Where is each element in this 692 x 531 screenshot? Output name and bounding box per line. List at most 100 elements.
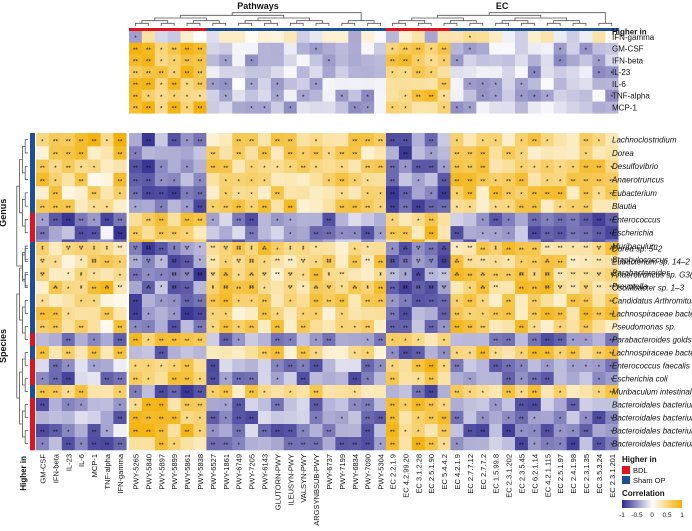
genus-pathway-sig-5-19: * [379, 205, 382, 212]
genus-cyto-cell-1-3 [74, 146, 88, 160]
top-pathway-cell-1-15 [322, 42, 336, 55]
species-pathway-cell-0-0 [129, 242, 143, 256]
top-pathway-cell-4-19 [374, 78, 388, 91]
genus-cyto-cell-7-5 [100, 226, 114, 240]
species-ec-sig-8-17: ** [609, 351, 615, 358]
genus-pathway-cell-2-5 [193, 159, 207, 174]
genus-label-3: Anaerotruncus [611, 175, 664, 184]
genus-cyto-cell-3-2 [61, 172, 75, 187]
genus-cyto-sig-6-6: ** [117, 218, 123, 225]
species-pathway-sig-1-19: ** [378, 260, 384, 267]
genus-pathway-cell-4-18 [361, 186, 375, 200]
genus-ec-sig-7-11: ** [532, 231, 538, 238]
genus-pathway-cell-0-7 [219, 133, 233, 147]
species-label-3: Oscillibacter sp. 1–3 [612, 283, 685, 292]
genus-pathway-sig-11-18: * [366, 285, 369, 292]
species-pathway-sig-2-12: * [289, 273, 292, 280]
species-pathway-sig-6-9: ** [249, 325, 255, 332]
top-pathway-cell-6-8 [232, 101, 246, 114]
species-pathway-cell-14-0 [129, 424, 143, 438]
species-pathway-sig-7-12: * [289, 338, 292, 345]
species-ec-cell-10-0 [386, 372, 400, 386]
species-higher-in-bar-3 [30, 281, 35, 295]
genus-ec-cell-0-11 [527, 133, 542, 147]
genus-pathway-cell-3-14 [309, 172, 323, 187]
species-cyto-sig-11-3: ** [79, 390, 85, 397]
species-pathway-cell-7-18 [361, 333, 375, 347]
species-cyto-sig-3-1: ** [53, 286, 59, 293]
species-cyto-cell-12-1 [48, 398, 63, 412]
top-ec-sig-3-1: * [404, 70, 407, 77]
genus-ec-cell-0-16 [592, 133, 606, 147]
species-cyto-sig-5-2: * [67, 312, 70, 319]
species-pathway-sig-13-0: ** [133, 416, 139, 423]
genus-label-7: Escherichia [612, 229, 654, 238]
species-pathway-sig-1-1: * [147, 260, 150, 267]
genus-ec-sig-4-6: ** [467, 192, 473, 199]
top-pathway-sig-5-13: * [302, 94, 305, 101]
legend-group-label-0: BDL [633, 466, 648, 475]
genus-label-10: Parabacteroides [612, 269, 670, 278]
genus-ec-sig-10-12: ** [545, 271, 551, 278]
species-pathway-sig-15-7: ** [223, 442, 229, 449]
species-ec-cell-13-6 [463, 411, 477, 425]
genus-pathway-cell-2-11 [270, 159, 285, 174]
top-pathway-cell-3-15 [322, 66, 336, 79]
genus-cyto-cell-2-1 [48, 159, 63, 174]
species-pathway-sig-7-5: ** [197, 338, 203, 345]
species-pathway-cell-8-18 [361, 346, 375, 360]
legend-swatch-1 [622, 476, 630, 484]
species-ec-sig-0-8: * [494, 247, 497, 254]
species-ec-cell-6-6 [463, 320, 477, 334]
genus-pathway-sig-0-18: ** [365, 138, 371, 145]
species-pathway-sig-4-3: * [173, 299, 176, 306]
species-pathway-cell-2-9 [245, 268, 259, 282]
species-cyto-cell-2-1 [48, 268, 63, 282]
species-ec-cell-0-2 [411, 242, 425, 256]
species-ec-cell-6-13 [553, 320, 567, 334]
genus-label-8: Muribaculum [612, 242, 658, 251]
species-cyto-cell-4-3 [74, 294, 88, 308]
species-pathway-cell-3-6 [206, 281, 220, 295]
top-pathway-sig-3-4: ** [185, 70, 191, 77]
genus-ec-sig-5-3: ** [429, 205, 435, 212]
species-pathway-sig-14-4: ** [185, 429, 191, 436]
species-pathway-cell-3-8 [232, 281, 246, 295]
species-ec-sig-8-10: * [520, 351, 523, 358]
genus-ec-sig-6-13: ** [558, 218, 564, 225]
species-pathway-sig-11-6: * [212, 390, 215, 397]
species-pathway-cell-15-2 [154, 437, 168, 451]
species-pathway-cell-2-3 [167, 268, 181, 282]
species-pathway-sig-13-5: * [199, 416, 202, 423]
species-ec-cell-14-5 [450, 424, 464, 438]
species-dendro-branch-1 [24, 274, 28, 288]
genus-ec-cell-4-7 [476, 186, 490, 200]
species-pathway-sig-13-18: ** [365, 416, 371, 423]
species-cyto-sig-15-3: * [80, 442, 83, 449]
genus-cyto-cell-4-1 [48, 186, 63, 200]
top-pathway-sig-3-0: ** [133, 70, 139, 77]
species-cyto-sig-6-6: ** [117, 325, 123, 332]
genus-ec-sig-10-15: ** [583, 271, 589, 278]
pathway-col-label-12: ILEUSYN-PWY [286, 454, 295, 506]
species-pathway-sig-1-15: ** [326, 260, 332, 267]
ec-dendro-branch-5 [521, 22, 535, 26]
species-ec-sig-2-16: * [598, 273, 601, 280]
species-ec-cell-15-12 [540, 437, 554, 451]
species-pathway-cell-0-6 [206, 242, 220, 256]
top-ec-cell-0-1 [398, 31, 413, 44]
top-pathway-sig-4-1: ** [146, 82, 152, 89]
species-pathway-cell-13-18 [361, 411, 375, 425]
species-cyto-cell-13-1 [48, 411, 63, 425]
species-pathway-sig-12-2: ** [159, 403, 165, 410]
genus-ec-sig-11-2: ** [416, 285, 422, 292]
genus-ec-cell-7-10 [515, 226, 529, 240]
genus-label-1: Dorea [612, 149, 634, 158]
species-cyto-sig-5-1: ** [53, 312, 59, 319]
genus-pathway-sig-9-13: ** [301, 258, 307, 265]
species-ec-sig-9-9: ** [506, 364, 512, 371]
genus-pathway-cell-6-7 [219, 212, 233, 227]
group-label-1: Species [0, 329, 8, 363]
genus-cyto-cell-1-4 [87, 146, 101, 160]
species-ec-sig-11-10: * [520, 390, 523, 397]
